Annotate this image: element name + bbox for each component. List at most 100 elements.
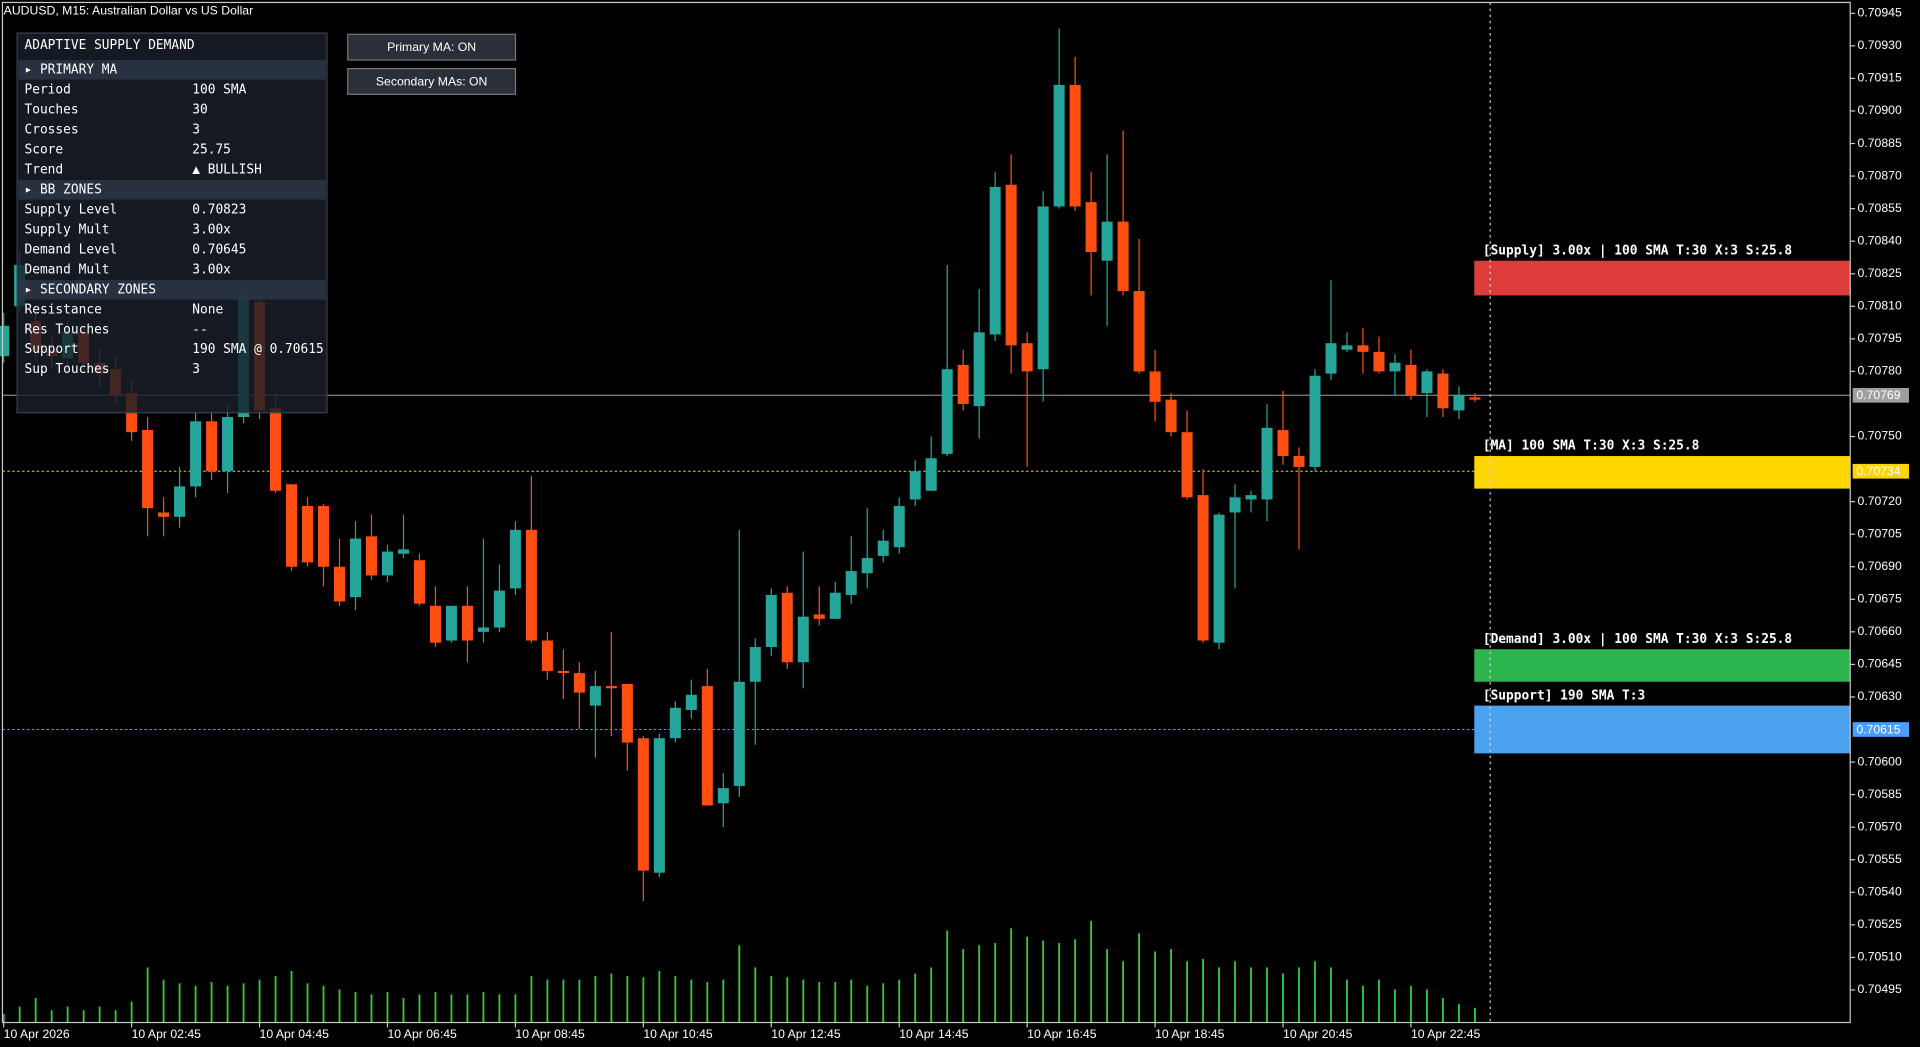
price-tag [1852, 722, 1909, 737]
candle-body [653, 738, 665, 873]
candle-body [302, 505, 314, 563]
candle-body [541, 640, 553, 671]
toggle-button[interactable]: Secondary MAs: ON [347, 67, 517, 95]
candle-body [669, 707, 681, 739]
candle-body [1389, 362, 1401, 372]
row-value: 3 [192, 362, 200, 377]
candle-body [1309, 375, 1321, 467]
y-tick-label: 0.70525 [1858, 917, 1902, 931]
candle-body [589, 686, 601, 706]
candle-body [1181, 432, 1193, 498]
candle-body [989, 186, 1001, 335]
button-label[interactable]: Primary MA: ON [387, 40, 476, 54]
candle-body [749, 647, 761, 682]
row-value: -- [192, 322, 207, 337]
candle-body [1149, 371, 1161, 402]
row-label: Demand Level [24, 242, 117, 257]
row-label: Sup Touches [24, 362, 109, 377]
zone-label: [Demand] 3.00x | 100 SMA T:30 X:3 S:25.8 [1483, 632, 1792, 647]
candle-body [413, 560, 425, 604]
y-tick-label: 0.70930 [1858, 38, 1902, 52]
candle-body [717, 788, 729, 804]
row-label: Resistance [24, 302, 101, 317]
price-tag-label: 0.70615 [1856, 722, 1900, 736]
y-tick-label: 0.70900 [1858, 103, 1902, 117]
candle-body [365, 536, 377, 576]
candle-body [1165, 399, 1177, 433]
panel-title: ADAPTIVE SUPPLY DEMAND [24, 38, 194, 53]
y-tick-label: 0.70855 [1858, 201, 1902, 215]
button-face[interactable] [347, 67, 517, 95]
y-tick-label: 0.70555 [1858, 852, 1902, 866]
y-tick-label: 0.70690 [1858, 559, 1902, 573]
row-value: None [192, 302, 223, 317]
y-tick-label: 0.70585 [1858, 787, 1902, 801]
candle-body [1261, 427, 1273, 500]
y-tick-label: 0.70795 [1858, 331, 1902, 345]
row-label: Demand Mult [24, 262, 109, 277]
price-tag [1852, 463, 1909, 479]
candle-body [509, 529, 521, 589]
candle-body [1005, 184, 1017, 346]
row-label: Score [24, 142, 63, 157]
row-label: Crosses [24, 122, 78, 137]
candle-body [829, 592, 841, 619]
candle-body [1213, 514, 1225, 643]
button-label[interactable]: Secondary MAs: ON [376, 74, 488, 88]
x-tick-label: 10 Apr 12:45 [771, 1027, 841, 1041]
row-label: Support [24, 342, 78, 357]
y-tick-label: 0.70870 [1858, 168, 1902, 182]
candle-body [637, 738, 649, 871]
y-tick-label: 0.70750 [1858, 429, 1902, 443]
candle-body [333, 566, 346, 602]
row-value: 0.70645 [192, 242, 246, 257]
candle-body [142, 430, 154, 509]
row-value: 3.00x [192, 262, 231, 277]
y-tick-label: 0.70825 [1858, 266, 1902, 280]
section-header-bg [18, 60, 326, 80]
y-tick-label: 0.70705 [1858, 526, 1902, 540]
candle-body [1453, 395, 1465, 411]
candle-body [893, 505, 905, 548]
toggle-button[interactable]: Primary MA: ON [347, 33, 517, 61]
candle-body [1037, 206, 1049, 370]
x-tick-label: 10 Apr 14:45 [899, 1027, 969, 1041]
candle-body [861, 558, 873, 574]
x-tick-label: 10 Apr 16:45 [1027, 1027, 1097, 1041]
candle-body [1021, 343, 1033, 372]
zone-label: [Supply] 3.00x | 100 SMA T:30 X:3 S:25.8 [1483, 243, 1792, 258]
candle-body [1469, 397, 1481, 400]
candle-body [1293, 456, 1305, 467]
candle-body [941, 369, 953, 454]
y-tick-label: 0.70510 [1858, 950, 1902, 964]
y-tick-label: 0.70540 [1858, 885, 1902, 899]
candle-body [174, 486, 186, 517]
candle-body [701, 686, 713, 806]
section-heading: ▸ PRIMARY MA [24, 62, 117, 77]
candle-body [318, 505, 330, 567]
candle-body [206, 421, 218, 472]
candle-body [957, 364, 969, 404]
x-tick-label: 10 Apr 04:45 [260, 1027, 330, 1041]
y-tick-label: 0.70495 [1858, 982, 1902, 996]
row-value: 3.00x [192, 222, 231, 237]
candle-body [1421, 371, 1433, 394]
candle-body [222, 416, 234, 472]
y-tick-label: 0.70840 [1858, 233, 1902, 247]
chart-layer: 0.70495 0.70510 0.70525 0.70540 0.70555 0.705… [0, 6, 1909, 1041]
candle-body [621, 683, 633, 743]
x-tick-label: 10 Apr 18:45 [1155, 1027, 1225, 1041]
y-tick-label: 0.70810 [1858, 299, 1902, 313]
candle-body [973, 332, 985, 407]
zone-label: [MA] 100 SMA T:30 X:3 S:25.8 [1483, 439, 1700, 454]
candle-body [270, 408, 282, 491]
candle-body [765, 594, 777, 648]
button-face[interactable] [347, 33, 517, 61]
y-tick-label: 0.70660 [1858, 624, 1902, 638]
candle-body [461, 605, 473, 641]
row-value: 25.75 [192, 142, 231, 157]
row-value: 3 [192, 122, 200, 137]
section-header-bg [18, 279, 326, 300]
symbol-header: AUDUSD, M15: Australian Dollar vs US Dol… [4, 3, 254, 17]
candle-body [1437, 373, 1449, 409]
